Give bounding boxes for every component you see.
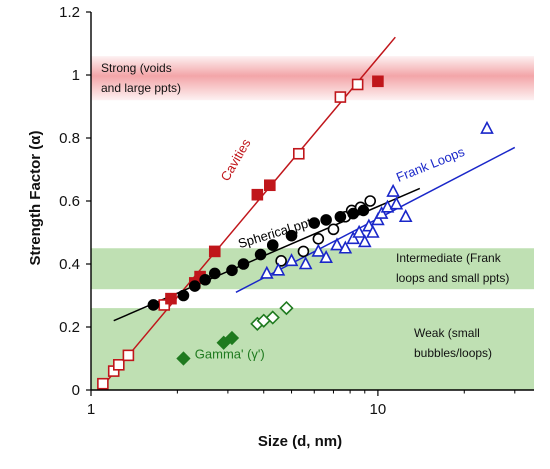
band-strong: [91, 56, 534, 101]
series-label-cavities: Cavities: [217, 136, 253, 184]
band-label-weak: Weak (small: [414, 326, 480, 340]
point-frank-loops-open: [357, 234, 372, 248]
point-spherical-ppts-filled: [177, 289, 190, 302]
y-tick-label: 0: [72, 382, 80, 399]
point-spherical-ppts-filled: [334, 210, 347, 223]
point-spherical-ppts-filled: [308, 217, 321, 229]
band-weak: [91, 308, 534, 390]
point-frank-loops-open: [338, 240, 353, 254]
point-spherical-ppts-open: [312, 233, 325, 245]
point-spherical-ppts-filled: [237, 258, 250, 270]
point-frank-loops-open: [259, 265, 274, 279]
point-spherical-ppts-filled: [147, 299, 160, 311]
point-spherical-ppts-filled: [357, 204, 370, 217]
point-cavities-filled: [165, 292, 177, 305]
band-label-intermediate: loops and small ppts): [396, 271, 509, 285]
point-frank-loops-open: [311, 243, 326, 257]
axes-layer: 0 0.2 0.4 0.6 0.8 1 1.2 1 10: [59, 4, 534, 418]
point-cavities-filled: [208, 245, 221, 258]
point-spherical-ppts-open: [327, 223, 340, 236]
point-cavities-filled: [372, 75, 384, 88]
point-cavities-filled: [264, 179, 276, 192]
point-frank-loops-open: [352, 224, 366, 238]
point-gamma-filled: [224, 330, 240, 346]
point-frank-loops-open: [371, 212, 385, 226]
point-cavities-open: [292, 147, 305, 160]
point-gamma-open: [279, 300, 294, 316]
point-cavities-open: [113, 358, 125, 371]
point-frank-loops-open: [480, 120, 494, 134]
band-label-strong: and large ppts): [101, 81, 181, 95]
point-frank-loops-open: [298, 256, 313, 270]
point-gamma-open: [265, 310, 280, 325]
point-spherical-ppts-filled: [285, 229, 298, 242]
y-tick-label: 0.6: [59, 193, 80, 210]
point-spherical-ppts-filled: [226, 264, 238, 277]
point-frank-loops-open: [346, 231, 360, 245]
point-cavities-open: [158, 299, 171, 311]
band-label-weak: bubbles/loops): [414, 346, 492, 360]
point-gamma-filled: [176, 351, 191, 366]
band-label-strong: Strong (voids: [101, 61, 172, 75]
point-frank-loops-open: [374, 205, 389, 219]
point-frank-loops-open: [271, 262, 286, 276]
point-frank-loops-open: [398, 209, 413, 223]
y-tick-label: 0.4: [59, 256, 80, 273]
y-tick-label: 0.2: [59, 319, 80, 336]
point-cavities-open: [97, 377, 109, 390]
point-spherical-ppts-filled: [199, 273, 211, 286]
point-spherical-ppts-filled: [320, 214, 332, 226]
point-spherical-ppts-open: [364, 195, 376, 207]
point-cavities-open: [122, 349, 135, 362]
point-cavities-open: [351, 78, 364, 91]
point-frank-loops-open: [386, 183, 400, 197]
point-spherical-ppts-filled: [347, 207, 359, 220]
bands-layer: [91, 56, 534, 390]
x-tick-label: 10: [370, 401, 387, 418]
y-tick-label: 1: [72, 67, 80, 84]
y-tick-label: 0.8: [59, 130, 80, 147]
point-frank-loops-open: [365, 224, 380, 238]
point-frank-loops-open: [389, 196, 404, 210]
point-cavities-filled: [251, 188, 264, 201]
point-frank-loops-open: [330, 237, 344, 251]
y-axis-title: Strength Factor (α): [27, 130, 44, 265]
point-spherical-ppts-filled: [266, 239, 279, 251]
point-frank-loops-open: [319, 249, 333, 264]
band-label-intermediate: Intermediate (Frank: [396, 251, 502, 265]
point-frank-loops-open: [284, 253, 299, 267]
points-layer: [97, 75, 494, 390]
series-label-gamma: Gamma' (γ'): [195, 347, 265, 362]
point-spherical-ppts-filled: [188, 280, 201, 292]
point-spherical-ppts-filled: [254, 248, 267, 261]
point-spherical-ppts-open: [297, 245, 310, 258]
x-tick-label: 1: [87, 401, 95, 418]
point-cavities-open: [334, 91, 347, 103]
point-spherical-ppts-filled: [208, 267, 221, 280]
y-tick-label: 1.2: [59, 4, 80, 21]
x-axis-title: Size (d, nm): [258, 433, 342, 450]
